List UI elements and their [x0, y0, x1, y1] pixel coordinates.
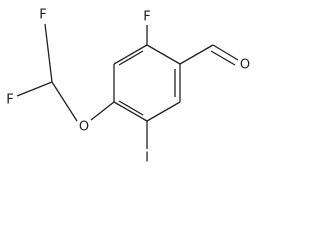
atom-label: F	[6, 93, 13, 108]
bond	[179, 44, 214, 65]
bond	[146, 44, 181, 65]
bond	[113, 101, 148, 122]
bond	[44, 23, 53, 83]
structure-diagram: F O F F O I	[6, 8, 250, 166]
atom-label: O	[79, 120, 89, 135]
atom-label: F	[143, 10, 150, 25]
bond	[51, 81, 78, 122]
atom-label: I	[145, 151, 149, 166]
bond	[212, 44, 239, 61]
bond	[16, 81, 53, 97]
bond	[113, 44, 148, 65]
atom-labels: F O F F O I	[6, 8, 250, 166]
bond	[118, 100, 144, 116]
bonds	[16, 23, 239, 149]
bond	[146, 101, 181, 122]
bond	[90, 101, 115, 121]
bond	[118, 50, 144, 66]
bond	[210, 50, 236, 66]
atom-label: F	[39, 8, 46, 23]
atom-label: O	[240, 58, 250, 73]
